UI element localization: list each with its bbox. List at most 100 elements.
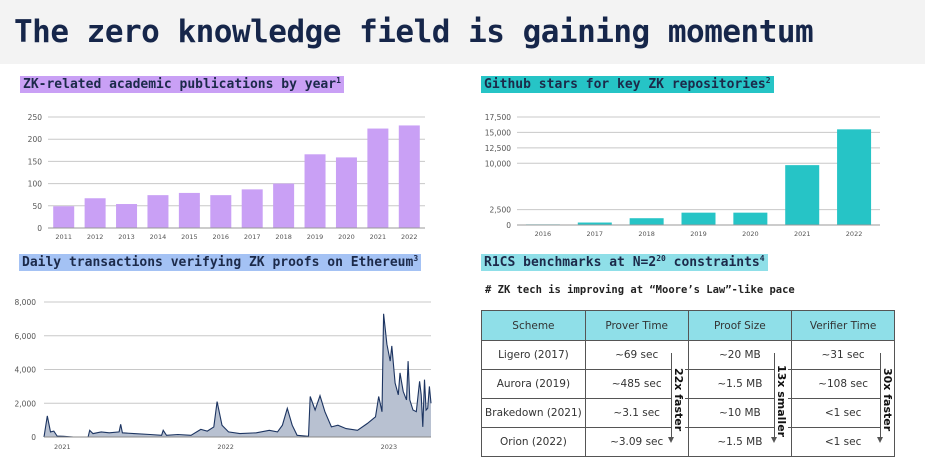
github-chart-title: Github stars for key ZK repositories2 — [481, 76, 774, 93]
footnote-mark: 4 — [759, 254, 765, 263]
table-row: Ligero (2017) ~69 sec ~20 MB ~31 sec — [481, 340, 895, 370]
y-tick-label: 150 — [28, 157, 43, 166]
x-tick-label: 2023 — [381, 443, 398, 451]
x-tick-label: 2013 — [118, 233, 135, 241]
publications-chart-title: ZK-related academic publications by year… — [20, 76, 344, 93]
benchmarks-subtitle: # ZK tech is improving at “Moore’s Law”-… — [485, 284, 795, 296]
down-arrow-icon — [668, 353, 674, 443]
bar — [304, 154, 326, 228]
down-arrow-icon — [877, 353, 883, 443]
y-tick-label: 4,000 — [15, 366, 37, 375]
x-tick-label: 2021 — [794, 230, 811, 238]
page-title: The zero knowledge field is gaining mome… — [14, 14, 814, 50]
header-cell: Proof Size — [687, 310, 793, 341]
footnote-mark: 3 — [413, 254, 419, 263]
y-tick-label: 50 — [32, 202, 42, 211]
bar — [178, 192, 200, 228]
y-tick-label: 0 — [31, 433, 36, 442]
y-tick-label: 2,500 — [490, 206, 512, 215]
exponent: 20 — [656, 254, 666, 263]
bar — [53, 206, 75, 228]
y-tick-label: 15,000 — [485, 128, 511, 137]
x-tick-label: 2022 — [846, 230, 863, 238]
bar — [681, 212, 716, 225]
x-tick-label: 2021 — [370, 233, 387, 241]
y-tick-label: 0 — [506, 221, 511, 230]
bar — [273, 183, 295, 228]
y-tick-label: 100 — [28, 180, 43, 189]
bar — [84, 198, 106, 228]
x-tick-label: 2017 — [587, 230, 604, 238]
x-tick-label: 2020 — [338, 233, 355, 241]
y-tick-label: 2,000 — [15, 399, 37, 408]
bar — [367, 128, 389, 228]
header-cell: Scheme — [481, 310, 586, 341]
table-row: Orion (2022) ~3.09 sec ~1.5 MB <1 sec — [481, 427, 895, 457]
cell: Ligero (2017) — [481, 340, 586, 370]
x-tick-label: 2022 — [217, 443, 234, 451]
x-tick-label: 2011 — [55, 233, 72, 241]
table-header-row: Scheme Prover Time Proof Size Verifier T… — [481, 310, 895, 341]
prover-improvement-label: 22x faster — [672, 368, 685, 432]
bar — [210, 195, 232, 228]
bar — [116, 204, 138, 228]
table-row: Brakedown (2021) ~3.1 sec ~10 MB <1 sec — [481, 398, 895, 428]
x-tick-label: 2021 — [54, 443, 71, 451]
cell: ~69 sec — [584, 340, 689, 370]
down-arrow-icon — [771, 353, 777, 443]
y-tick-label: 250 — [28, 113, 43, 122]
bar — [837, 129, 872, 225]
y-tick-label: 17,500 — [485, 113, 511, 122]
table-row: Aurora (2019) ~485 sec ~1.5 MB ~108 sec — [481, 369, 895, 399]
x-tick-label: 2017 — [244, 233, 261, 241]
x-tick-label: 2014 — [150, 233, 167, 241]
transactions-chart-title: Daily transactions verifying ZK proofs o… — [19, 254, 422, 271]
proof-size-improvement-label: 13x smaller — [775, 365, 788, 438]
bar — [241, 189, 263, 228]
footnote-mark: 1 — [336, 76, 341, 85]
bar — [629, 218, 664, 225]
bar — [398, 125, 420, 228]
bar — [335, 157, 357, 228]
verifier-improvement-label: 30x faster — [881, 368, 894, 432]
chart-title-text: Daily transactions verifying ZK proofs o… — [22, 255, 414, 270]
benchmarks-table: Scheme Prover Time Proof Size Verifier T… — [481, 310, 895, 457]
bar — [147, 195, 169, 228]
cell: Aurora (2019) — [481, 369, 586, 399]
bar — [733, 212, 768, 225]
header-cell: Prover Time — [584, 310, 689, 341]
y-tick-label: 200 — [28, 135, 43, 144]
bar — [577, 222, 612, 225]
x-tick-label: 2019 — [307, 233, 324, 241]
y-tick-label: 10,000 — [485, 159, 511, 168]
x-tick-label: 2016 — [535, 230, 552, 238]
x-tick-label: 2015 — [181, 233, 198, 241]
y-tick-label: 12,500 — [485, 144, 511, 153]
title-bar: The zero knowledge field is gaining mome… — [0, 0, 925, 64]
x-tick-label: 2022 — [401, 233, 418, 241]
benchmarks-title-text: R1CS benchmarks at N=2 — [484, 255, 657, 270]
footnote-mark: 2 — [765, 76, 771, 85]
x-tick-label: 2016 — [213, 233, 230, 241]
y-tick-label: 0 — [37, 224, 42, 233]
chart-title-text: Github stars for key ZK repositories — [484, 77, 766, 92]
series-line — [43, 313, 432, 438]
header-cell: Verifier Time — [791, 310, 895, 341]
x-tick-label: 2019 — [690, 230, 707, 238]
x-tick-label: 2018 — [275, 233, 292, 241]
x-tick-label: 2012 — [87, 233, 104, 241]
chart-title-text: ZK-related academic publications by year — [23, 77, 337, 92]
cell: Brakedown (2021) — [481, 398, 586, 428]
y-tick-label: 8,000 — [15, 298, 37, 307]
area-fill — [44, 313, 431, 437]
cell: <1 sec — [791, 398, 895, 428]
x-tick-label: 2018 — [638, 230, 655, 238]
bar — [785, 165, 820, 225]
benchmarks-title: R1CS benchmarks at N=220 constraints4 — [481, 254, 768, 271]
benchmarks-title-suffix: constraints — [665, 255, 760, 270]
cell: Orion (2022) — [481, 427, 586, 457]
cell: ~31 sec — [791, 340, 895, 370]
y-tick-label: 6,000 — [15, 332, 37, 341]
x-tick-label: 2020 — [742, 230, 759, 238]
